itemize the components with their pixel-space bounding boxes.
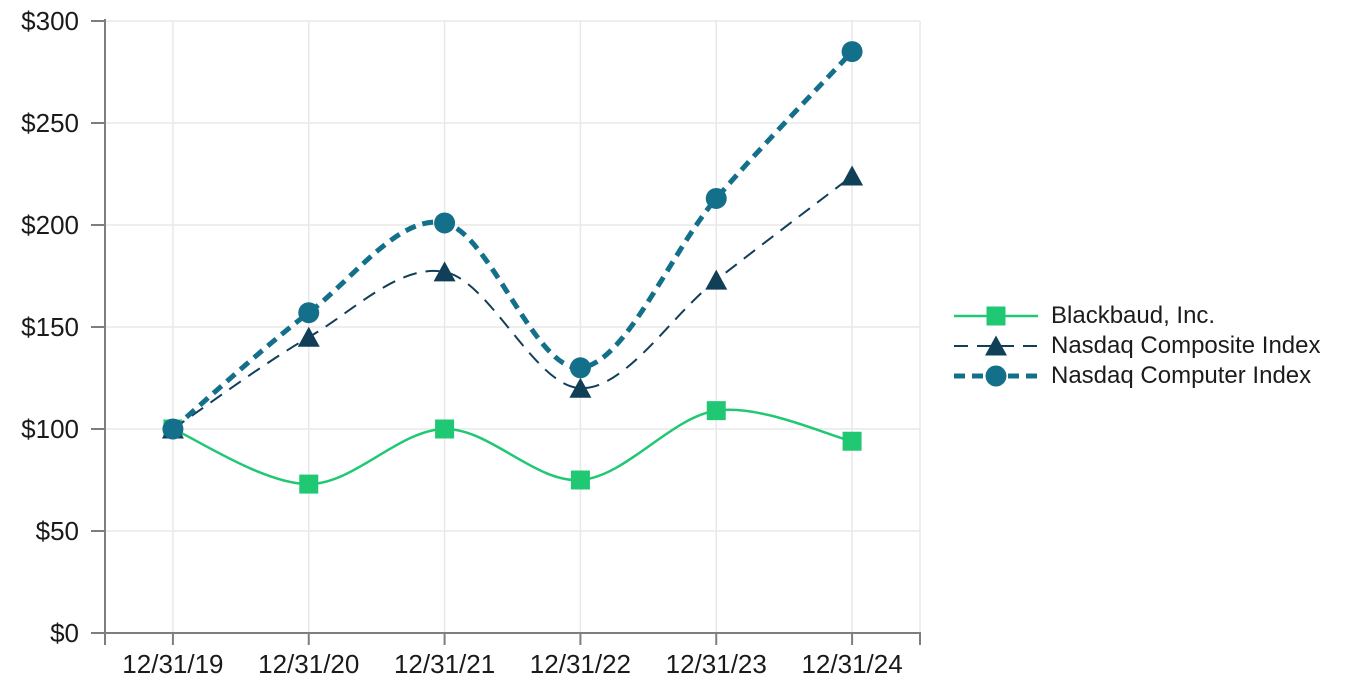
y-tick-label: $150 xyxy=(21,312,79,342)
series-nasdaq-computer-index xyxy=(162,41,863,440)
data-point-marker xyxy=(705,187,727,209)
data-point-marker xyxy=(706,401,726,421)
y-tick-label: $200 xyxy=(21,210,79,240)
y-tick-label: $100 xyxy=(21,414,79,444)
data-point-marker xyxy=(985,335,1007,356)
data-point-marker xyxy=(298,302,320,324)
gridlines xyxy=(105,20,921,633)
data-point-marker xyxy=(985,365,1007,387)
data-point-marker xyxy=(569,377,592,398)
x-tick-label: 12/31/24 xyxy=(801,649,902,679)
data-point-marker xyxy=(986,306,1006,326)
data-point-marker xyxy=(162,418,184,440)
legend-label: Blackbaud, Inc. xyxy=(1051,302,1216,329)
data-point-marker xyxy=(705,269,728,290)
legend-label: Nasdaq Composite Index xyxy=(1051,332,1321,359)
data-point-marker xyxy=(841,41,863,63)
x-axis-labels: 12/31/19 12/31/20 12/31/21 12/31/22 12/31/23… xyxy=(122,649,902,679)
y-tick-label: $0 xyxy=(50,618,79,648)
data-point-marker xyxy=(569,357,591,379)
x-tick-label: 12/31/19 xyxy=(122,649,223,679)
data-point-marker xyxy=(433,261,456,282)
series-blackbaud-inc xyxy=(163,401,862,494)
x-tick-label: 12/31/23 xyxy=(666,649,767,679)
data-point-marker xyxy=(299,474,319,494)
y-tick-label: $300 xyxy=(21,6,79,36)
x-tick-label: 12/31/21 xyxy=(394,649,495,679)
legend-item: Nasdaq Computer Index xyxy=(952,361,1320,391)
legend-marker-circle xyxy=(954,365,1038,387)
y-tick-label: $50 xyxy=(36,516,79,546)
axes xyxy=(91,19,921,645)
series-nasdaq-composite-index xyxy=(161,165,864,439)
data-point-marker xyxy=(841,165,864,186)
data-point-marker xyxy=(435,419,455,439)
legend-marker-square xyxy=(954,306,1038,326)
data-point-marker xyxy=(570,470,590,490)
legend-label: Nasdaq Computer Index xyxy=(1051,362,1312,389)
legend-item: Blackbaud, Inc. xyxy=(952,301,1320,331)
y-axis-labels: $0 $50 $100 $150 $200 $250 $300 xyxy=(21,6,79,648)
x-tick-label: 12/31/22 xyxy=(530,649,631,679)
x-tick-label: 12/31/20 xyxy=(258,649,359,679)
chart-legend: Blackbaud, Inc. Nasdaq Composite Index Nas… xyxy=(952,301,1320,391)
y-tick-label: $250 xyxy=(21,108,79,138)
data-point-marker xyxy=(434,212,456,234)
data-point-marker xyxy=(297,326,320,347)
data-point-marker xyxy=(842,431,862,451)
legend-item: Nasdaq Composite Index xyxy=(952,331,1320,361)
legend-marker-triangle xyxy=(954,335,1038,356)
